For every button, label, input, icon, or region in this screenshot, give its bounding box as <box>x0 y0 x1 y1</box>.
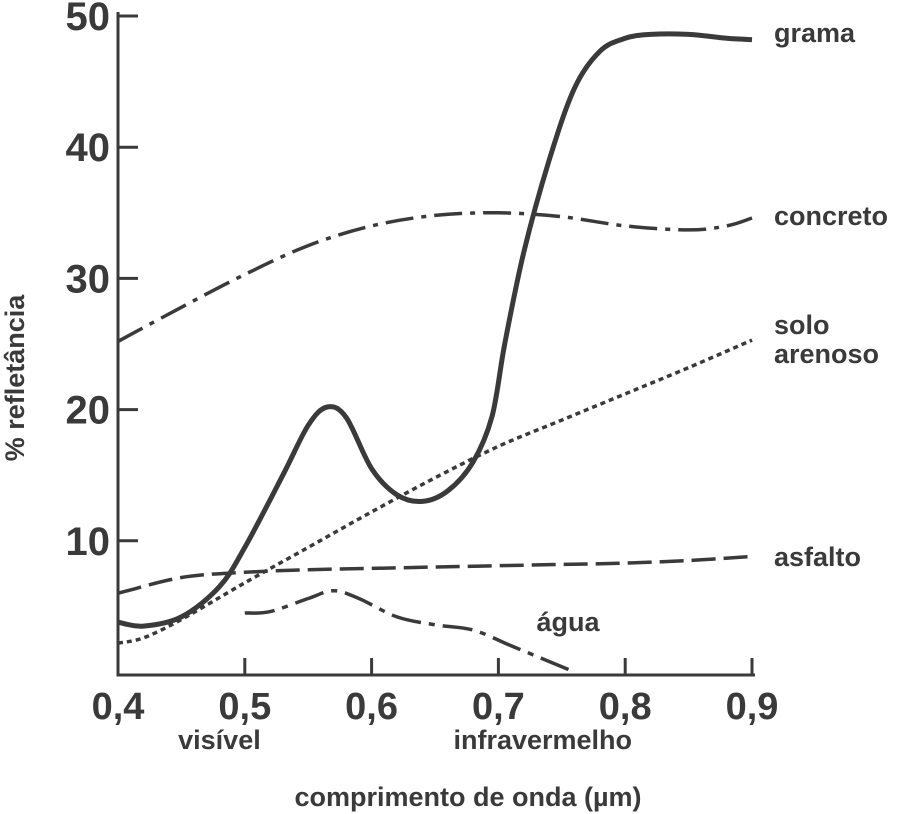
x-tick-label: 0,6 <box>345 686 398 728</box>
y-tick-label: 40 <box>66 126 111 170</box>
x-tick-label: 0,5 <box>218 686 271 728</box>
y-ticks: 10 20 30 40 50 <box>66 0 138 564</box>
series-line-solo-arenoso <box>117 338 753 645</box>
y-tick-label: 20 <box>66 389 111 433</box>
y-tick-label: 50 <box>66 0 111 39</box>
x-tick-label: 0,9 <box>726 686 779 728</box>
y-tick-label: 30 <box>66 257 111 301</box>
x-axis-title: comprimento de onda (µm) <box>294 782 641 812</box>
series-label-solo-arenoso: solo arenoso <box>774 310 879 369</box>
series-label-concreto: concreto <box>774 201 888 231</box>
series-label-asfalto: asfalto <box>774 542 861 572</box>
x-sublabels: visível infravermelho <box>178 725 632 755</box>
series-line-asfalto <box>117 554 753 595</box>
x-sublabel: visível <box>178 725 261 755</box>
series-label-grama: grama <box>774 18 856 48</box>
series-line-água <box>244 588 576 674</box>
series-labels: grama concreto solo arenoso asfalto água <box>536 18 888 637</box>
x-ticks: 0,4 0,5 0,6 0,7 0,8 0,9 <box>92 658 779 728</box>
x-tick-label: 0,4 <box>92 686 145 728</box>
axes <box>116 12 755 677</box>
x-tick-label: 0,7 <box>472 686 525 728</box>
x-tick-label: 0,8 <box>599 686 652 728</box>
y-axis-title: % refletância <box>0 294 30 462</box>
y-tick-label: 10 <box>66 520 111 564</box>
x-sublabel: infravermelho <box>453 725 632 755</box>
series-line-grama <box>117 31 753 629</box>
series-lines <box>117 31 753 674</box>
series-line-concreto <box>117 211 753 343</box>
series-label-água: água <box>536 607 600 637</box>
